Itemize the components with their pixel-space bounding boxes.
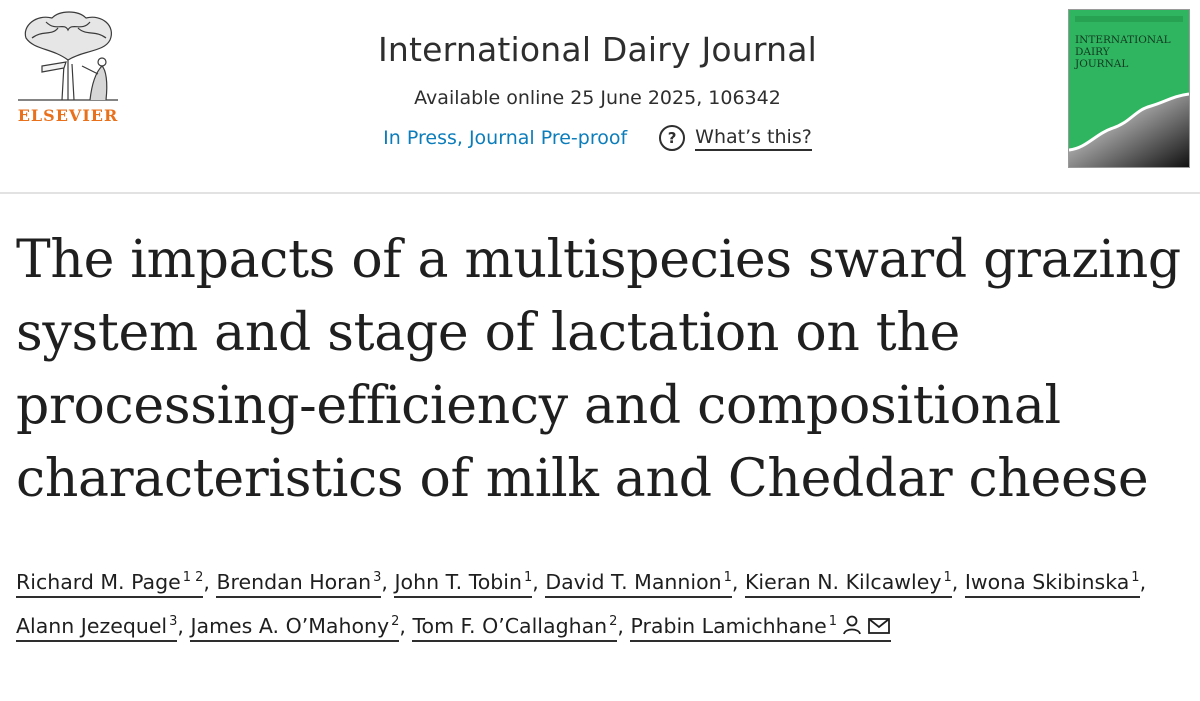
publisher-wordmark: ELSEVIER [17, 106, 119, 125]
status-row: In Press, Journal Pre-proof ? What’s thi… [200, 125, 995, 151]
author-link[interactable]: Brendan Horan 3 [216, 570, 382, 598]
availability-text: Available online 25 June 2025, 106342 [414, 87, 781, 109]
author-link[interactable]: Richard M. Page 1 2 [16, 570, 204, 598]
journal-title-link[interactable]: International Dairy Journal [377, 30, 818, 69]
author-link[interactable]: David T. Mannion 1 [545, 570, 732, 598]
author-link[interactable]: Kieran N. Kilcawley 1 [744, 570, 952, 598]
whats-this-label: What’s this? [695, 126, 812, 151]
pre-proof-link[interactable]: In Press, Journal Pre-proof [383, 127, 628, 149]
elsevier-logo[interactable]: ELSEVIER [12, 8, 124, 128]
journal-info: International Dairy Journal Available on… [200, 0, 995, 151]
article-title: The impacts of a multispecies sward graz… [16, 230, 1181, 509]
journal-cover-thumbnail[interactable]: INTERNATIONAL DAIRY JOURNAL [1068, 9, 1190, 168]
person-icon [843, 615, 861, 635]
author-link[interactable]: James A. O’Mahony 2 [190, 614, 400, 642]
author-link[interactable]: John T. Tobin 1 [394, 570, 533, 598]
header-divider [0, 192, 1200, 194]
author-link[interactable]: Alann Jezequel 3 [16, 614, 178, 642]
author-link[interactable]: Iwona Skibinska 1 [964, 570, 1140, 598]
elsevier-tree-icon [18, 11, 118, 101]
whats-this-button[interactable]: ? What’s this? [659, 125, 812, 151]
corresponding-author-link[interactable]: Prabin Lamichhane 1 [630, 614, 892, 642]
author-link[interactable]: Tom F. O’Callaghan 2 [412, 614, 618, 642]
help-circle-icon: ? [659, 125, 686, 151]
page-header: ELSEVIER International Dairy Journal Ava… [0, 0, 1200, 193]
envelope-icon [868, 618, 890, 634]
author-list: Richard M. Page 1 2, Brendan Horan 3, John… [16, 560, 1186, 648]
cover-title: INTERNATIONAL DAIRY JOURNAL [1075, 34, 1171, 70]
cover-art [1069, 16, 1189, 167]
